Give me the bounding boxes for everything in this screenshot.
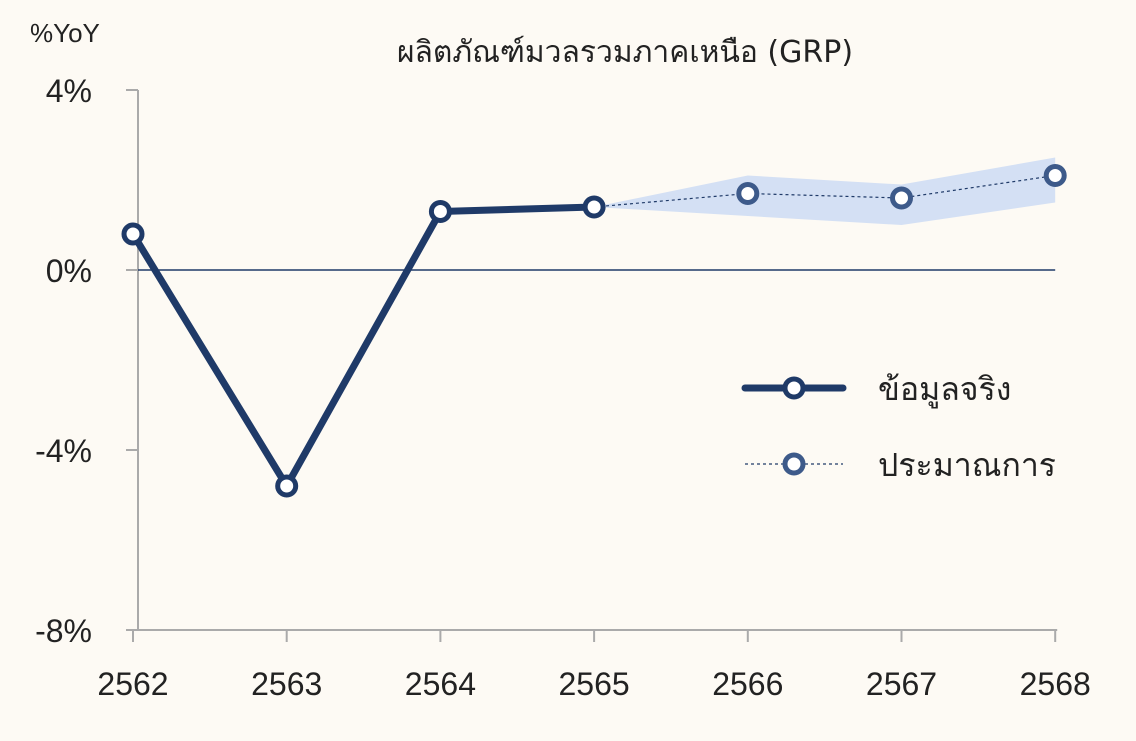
y-tick-label: -8% [35, 613, 92, 649]
legend-actual-marker [782, 376, 806, 400]
legend-forecast-marker [782, 452, 806, 476]
x-tick-label: 2566 [712, 666, 783, 702]
x-tick-label: 2565 [559, 666, 630, 702]
x-tick-label: 2563 [251, 666, 322, 702]
actual-series-line [129, 203, 598, 490]
actual-point [428, 200, 452, 223]
actual-point [582, 195, 606, 219]
forecast-band-layer [594, 157, 1056, 225]
forecast-point [890, 186, 913, 210]
axes: 4% 0% -4% -8%2562 2563 2564 2565 2566 2567 2568 [35, 73, 1091, 702]
forecast-point [1043, 164, 1067, 187]
forecast-point [736, 182, 760, 205]
legend-actual-label: ข้อมูลจริง [878, 370, 1011, 409]
x-tick-label: 2564 [405, 666, 476, 702]
forecast-series-line [594, 174, 1056, 208]
y-tick-label: -4% [35, 433, 92, 469]
forecast-band-area [594, 157, 1056, 225]
legend-forecast-label: ประมาณการ [878, 446, 1056, 484]
markers-layer [121, 164, 1067, 498]
series-layer [129, 174, 1056, 490]
chart-title: ผลิตภัณฑ์มวลรวมภาคเหนือ (GRP) [397, 35, 853, 70]
x-tick-label: 2567 [866, 666, 937, 702]
actual-point [275, 474, 299, 498]
y-tick-label: 4% [46, 73, 92, 109]
x-tick-label: 2562 [97, 666, 168, 702]
actual-point [121, 222, 145, 246]
y-axis-unit-label: %YoY [30, 18, 100, 48]
y-tick-label: 0% [46, 253, 92, 289]
x-tick-label: 2568 [1020, 666, 1091, 702]
